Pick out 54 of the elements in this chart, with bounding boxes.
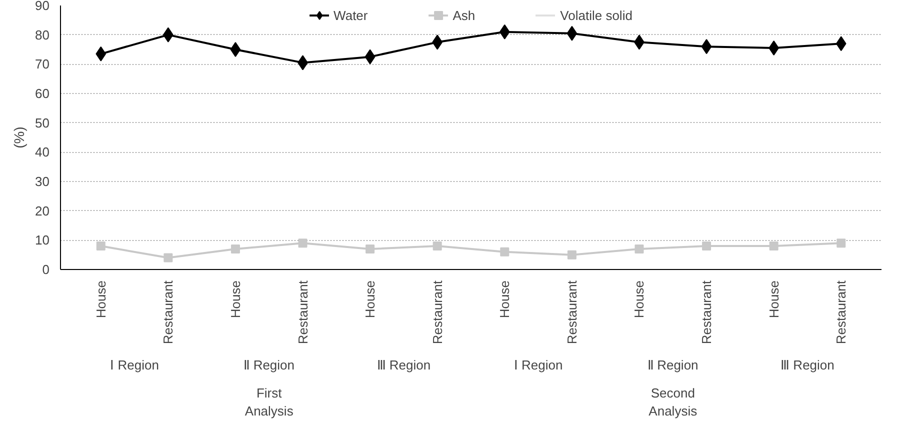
point bbox=[364, 49, 376, 64]
point bbox=[366, 244, 375, 254]
y-tick-label: 10 bbox=[35, 232, 50, 248]
x-tick-label: House bbox=[228, 280, 243, 318]
legend-label: Volatile solid bbox=[560, 8, 632, 22]
point bbox=[298, 238, 308, 248]
text: Ⅲ Region bbox=[780, 358, 834, 372]
x-tick-label: Restaurant bbox=[564, 280, 580, 344]
x-tick-label: Restaurant bbox=[699, 280, 714, 344]
text: Ⅲ Region bbox=[376, 358, 431, 372]
y-tick-label: 20 bbox=[35, 203, 50, 218]
legend-label: Water bbox=[334, 8, 368, 22]
x-tick-label: House bbox=[93, 280, 108, 318]
y-tick-label: 70 bbox=[35, 56, 50, 72]
x-tick-label: House bbox=[497, 280, 512, 318]
point bbox=[634, 244, 644, 254]
point bbox=[230, 42, 241, 57]
x-tick-label: Restaurant bbox=[160, 280, 176, 344]
x-tick-label: Restaurant bbox=[834, 280, 849, 344]
x-tick-label: Restaurant bbox=[430, 280, 445, 344]
point bbox=[230, 244, 240, 254]
point bbox=[566, 26, 578, 41]
point bbox=[96, 46, 106, 62]
y-tick-label: 30 bbox=[35, 174, 50, 189]
y-tick-label: 80 bbox=[35, 27, 50, 42]
y-axis-title: (%) bbox=[11, 126, 28, 148]
legend-label: Ash bbox=[452, 8, 476, 22]
point bbox=[432, 242, 442, 251]
text: Ⅰ Region bbox=[110, 358, 159, 372]
point bbox=[702, 242, 712, 251]
point bbox=[164, 253, 173, 262]
x-tick-label: House bbox=[766, 280, 782, 318]
text: Ⅰ Region bbox=[514, 358, 563, 372]
y-tick-label: 90 bbox=[35, 0, 50, 13]
point bbox=[836, 238, 846, 248]
text: Ⅱ Region bbox=[647, 358, 698, 372]
point bbox=[96, 242, 106, 251]
point bbox=[432, 34, 443, 50]
x-tick-label: Restaurant bbox=[295, 280, 310, 344]
text: Second Analysis bbox=[648, 386, 698, 418]
point bbox=[499, 24, 510, 40]
point bbox=[836, 36, 846, 52]
y-tick-label: 0 bbox=[42, 262, 50, 277]
point bbox=[500, 247, 510, 256]
text: Ⅱ Region bbox=[244, 358, 295, 372]
y-tick-label: 40 bbox=[35, 144, 50, 160]
point bbox=[701, 39, 712, 54]
x-tick-label: House bbox=[362, 280, 378, 318]
point bbox=[567, 250, 576, 260]
y-tick-label: 50 bbox=[35, 115, 50, 130]
text: First Analysis bbox=[244, 386, 294, 418]
x-tick-label: House bbox=[632, 280, 647, 318]
point bbox=[769, 242, 778, 251]
y-tick-label: 60 bbox=[35, 86, 50, 101]
